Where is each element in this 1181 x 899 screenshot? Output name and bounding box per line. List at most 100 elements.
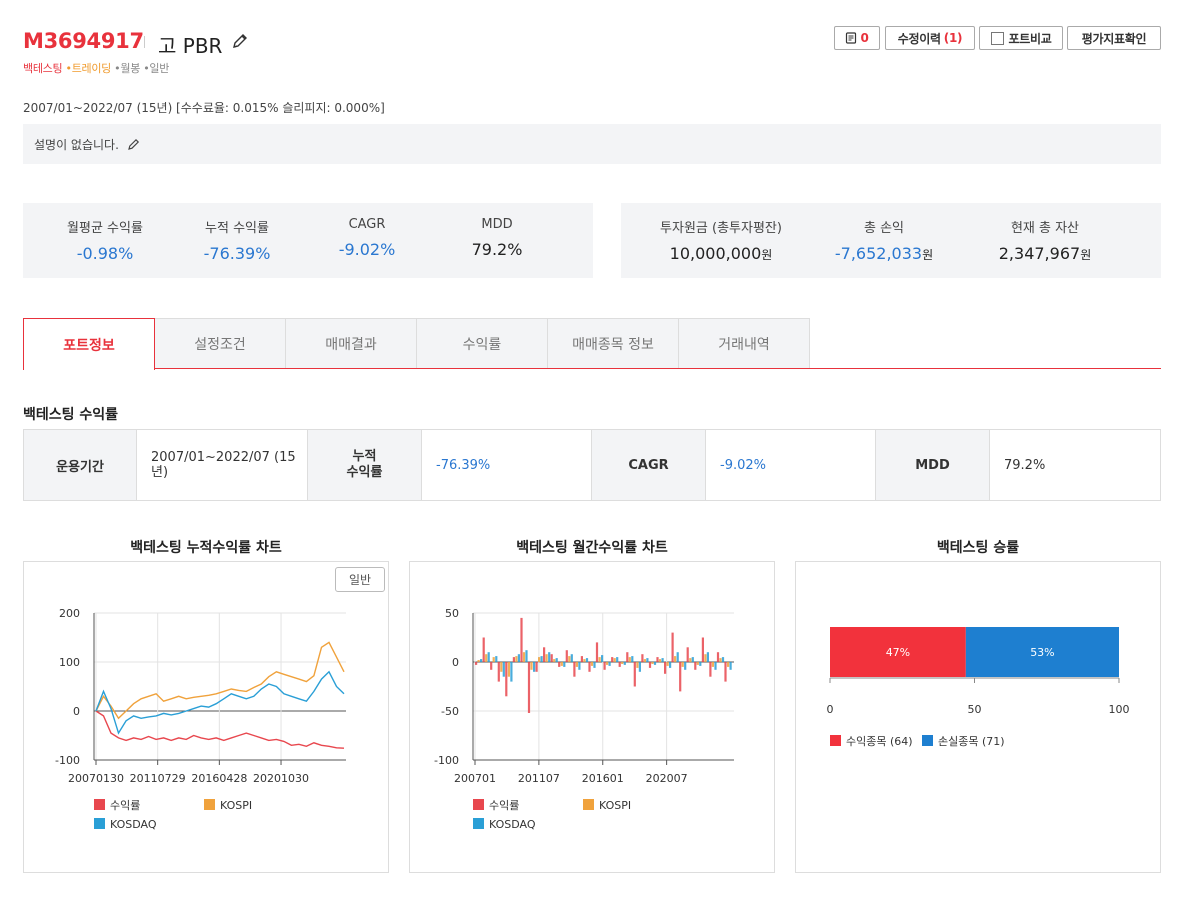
stat-principal: 투자원금 (총투자평잔) 10,000,000원 bbox=[660, 221, 782, 263]
bar-0 bbox=[490, 662, 493, 670]
bar-2 bbox=[570, 654, 573, 662]
stats-right-panel: 투자원금 (총투자평잔) 10,000,000원 총 손익 -7,652,033원 … bbox=[621, 203, 1161, 278]
x-tick-label: 202007 bbox=[646, 772, 688, 785]
bar-2 bbox=[714, 662, 717, 670]
bar-1 bbox=[560, 662, 563, 666]
check-metrics-button[interactable]: 평가지표확인 bbox=[1067, 26, 1161, 50]
bar-1 bbox=[500, 662, 503, 672]
legend-swatch bbox=[830, 735, 841, 746]
bar-2 bbox=[646, 658, 649, 662]
tab-stock-info[interactable]: 매매종목 정보 bbox=[548, 318, 679, 369]
bar-0 bbox=[633, 662, 636, 687]
bar-2 bbox=[487, 652, 490, 662]
legend-label: KOSDAQ bbox=[489, 818, 536, 831]
bar-1 bbox=[545, 654, 548, 662]
tag-backtesting: 백테스팅 bbox=[23, 62, 63, 75]
bar-1 bbox=[711, 662, 714, 667]
port-compare-button[interactable]: 포트비교 bbox=[979, 26, 1063, 50]
bar-0 bbox=[505, 662, 508, 697]
x-tick-label: 100 bbox=[1109, 703, 1130, 716]
bar-2 bbox=[653, 662, 657, 665]
bar-2 bbox=[533, 662, 536, 672]
summary-cum-value: -76.39% bbox=[422, 430, 592, 500]
legend-swatch bbox=[583, 799, 594, 810]
stat-cagr: CAGR -9.02% bbox=[338, 217, 396, 259]
tab-trade-results[interactable]: 매매결과 bbox=[286, 318, 417, 369]
bar-1 bbox=[538, 657, 541, 662]
x-tick-label: 20160428 bbox=[191, 772, 247, 785]
bar-1 bbox=[583, 659, 586, 662]
bar-1 bbox=[628, 657, 631, 662]
summary-cum-label: 누적 수익률 bbox=[308, 430, 422, 500]
bar-1 bbox=[568, 656, 571, 662]
bar-0 bbox=[671, 632, 674, 662]
legend-swatch bbox=[922, 735, 933, 746]
bar-2 bbox=[638, 662, 641, 672]
bar-2 bbox=[601, 655, 604, 662]
bar-0 bbox=[535, 662, 538, 672]
bar-1 bbox=[658, 659, 662, 662]
bar-0 bbox=[709, 662, 712, 677]
cumulative-chart: 일반 200 100 0 -100 20070130 20110729 20160428 20… bbox=[23, 561, 389, 873]
bar-1 bbox=[643, 659, 646, 662]
y-tick-label: 200 bbox=[59, 607, 80, 620]
bar-1 bbox=[666, 662, 669, 666]
legend-swatch bbox=[473, 799, 484, 810]
bar-0 bbox=[558, 662, 561, 667]
tab-settings[interactable]: 설정조건 bbox=[155, 318, 286, 369]
monthly-chart-svg: 50 0 -50 -100 200701 201107 201601 202007 수익률 KOS… bbox=[434, 607, 734, 831]
x-tick-label: 20070130 bbox=[68, 772, 124, 785]
series-line-2 bbox=[95, 670, 345, 735]
compare-checkbox[interactable] bbox=[990, 31, 1004, 45]
bar-2 bbox=[540, 656, 543, 662]
legend-swatch bbox=[473, 818, 484, 829]
bar-1 bbox=[492, 657, 495, 662]
tab-port-info[interactable]: 포트정보 bbox=[23, 318, 155, 370]
bar-0 bbox=[716, 652, 720, 662]
bar-1 bbox=[515, 656, 518, 662]
stat-mdd: MDD 79.2% bbox=[471, 217, 523, 259]
y-tick-label: -100 bbox=[434, 754, 459, 767]
bar-2 bbox=[578, 662, 581, 670]
stat-total-assets: 현재 총 자산 2,347,967원 bbox=[998, 221, 1092, 263]
bar-1 bbox=[575, 662, 578, 667]
legend-swatch bbox=[94, 799, 105, 810]
series-line-1 bbox=[95, 641, 345, 720]
bar-2 bbox=[608, 662, 611, 666]
comment-button[interactable]: 0 bbox=[834, 26, 880, 50]
bar-2 bbox=[495, 656, 498, 662]
edit-description-icon[interactable] bbox=[127, 137, 141, 151]
chart-scale-toggle[interactable]: 일반 bbox=[335, 567, 385, 592]
bar-1 bbox=[485, 654, 488, 662]
tab-returns[interactable]: 수익률 bbox=[417, 318, 548, 369]
description-text: 설명이 없습니다. bbox=[34, 137, 119, 152]
monthly-chart: 50 0 -50 -100 200701 201107 201601 202007 수익률 KOS… bbox=[409, 561, 775, 873]
bar-0 bbox=[527, 662, 531, 713]
tab-transactions[interactable]: 거래내역 bbox=[679, 318, 810, 369]
edit-history-button[interactable]: 수정이력 (1) bbox=[885, 26, 975, 50]
summary-period-label: 운용기간 bbox=[24, 430, 137, 500]
x-tick-label: 200701 bbox=[454, 772, 496, 785]
edit-name-icon[interactable] bbox=[230, 31, 250, 51]
bar-1 bbox=[553, 659, 556, 662]
section-title: 백테스팅 수익률 bbox=[23, 407, 119, 423]
bar-0 bbox=[520, 617, 523, 662]
stat-total-pnl: 총 손익 -7,652,033원 bbox=[834, 221, 934, 263]
bar-2 bbox=[699, 662, 702, 666]
bar-0 bbox=[475, 662, 478, 665]
bar-0 bbox=[580, 656, 583, 662]
bar-0 bbox=[648, 662, 652, 668]
bar-2 bbox=[676, 652, 679, 662]
bar-0 bbox=[641, 654, 644, 662]
portfolio-code: M3694917 bbox=[23, 29, 144, 53]
bar-1 bbox=[606, 662, 609, 665]
bar-0 bbox=[512, 657, 515, 662]
y-tick-label: 50 bbox=[445, 607, 459, 620]
summary-mdd-value: 79.2% bbox=[1004, 457, 1046, 473]
summary-cagr-label: CAGR bbox=[592, 430, 706, 500]
bar-1 bbox=[681, 662, 684, 667]
legend-label: 수익종목 (64) bbox=[846, 735, 913, 748]
portfolio-name: 고 PBR bbox=[158, 34, 223, 58]
bar-0 bbox=[724, 662, 727, 682]
bar-0 bbox=[656, 657, 659, 662]
